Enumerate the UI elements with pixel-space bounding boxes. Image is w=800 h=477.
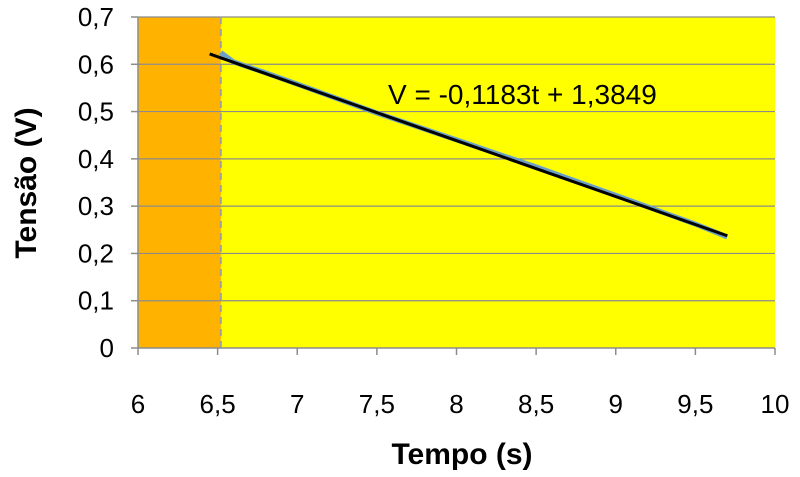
y-tick-label: 0,3 bbox=[78, 191, 114, 221]
x-tick-label: 10 bbox=[761, 389, 790, 419]
y-tick-label: 0,7 bbox=[78, 2, 114, 32]
y-tick-label: 0 bbox=[100, 333, 114, 363]
x-tick-label: 7 bbox=[290, 389, 304, 419]
shaded-region bbox=[138, 17, 221, 348]
y-tick-label: 0,4 bbox=[78, 144, 114, 174]
x-tick-label: 6 bbox=[131, 389, 145, 419]
x-tick-label: 9 bbox=[609, 389, 623, 419]
y-tick-label: 0,2 bbox=[78, 238, 114, 268]
x-tick-label: 8 bbox=[449, 389, 463, 419]
x-tick-label: 9,5 bbox=[677, 389, 713, 419]
y-tick-label: 0,6 bbox=[78, 49, 114, 79]
x-axis-title: Tempo (s) bbox=[391, 438, 532, 471]
x-tick-label: 7,5 bbox=[359, 389, 395, 419]
y-tick-label: 0,5 bbox=[78, 97, 114, 127]
y-axis-title: Tensão (V) bbox=[10, 107, 43, 258]
x-tick-label: 6,5 bbox=[200, 389, 236, 419]
trendline-equation: V = -0,1183t + 1,3849 bbox=[388, 79, 657, 110]
x-ticks: 6 6,5 7 7,5 8 8,5 9 9,5 10 bbox=[131, 348, 790, 419]
x-tick-label: 8,5 bbox=[518, 389, 554, 419]
trendline bbox=[209, 52, 728, 238]
plot-background bbox=[138, 17, 775, 348]
y-ticks: 0 0,1 0,2 0,3 0,4 0,5 0,6 0,7 bbox=[78, 2, 138, 363]
y-tick-label: 0,1 bbox=[78, 286, 114, 316]
